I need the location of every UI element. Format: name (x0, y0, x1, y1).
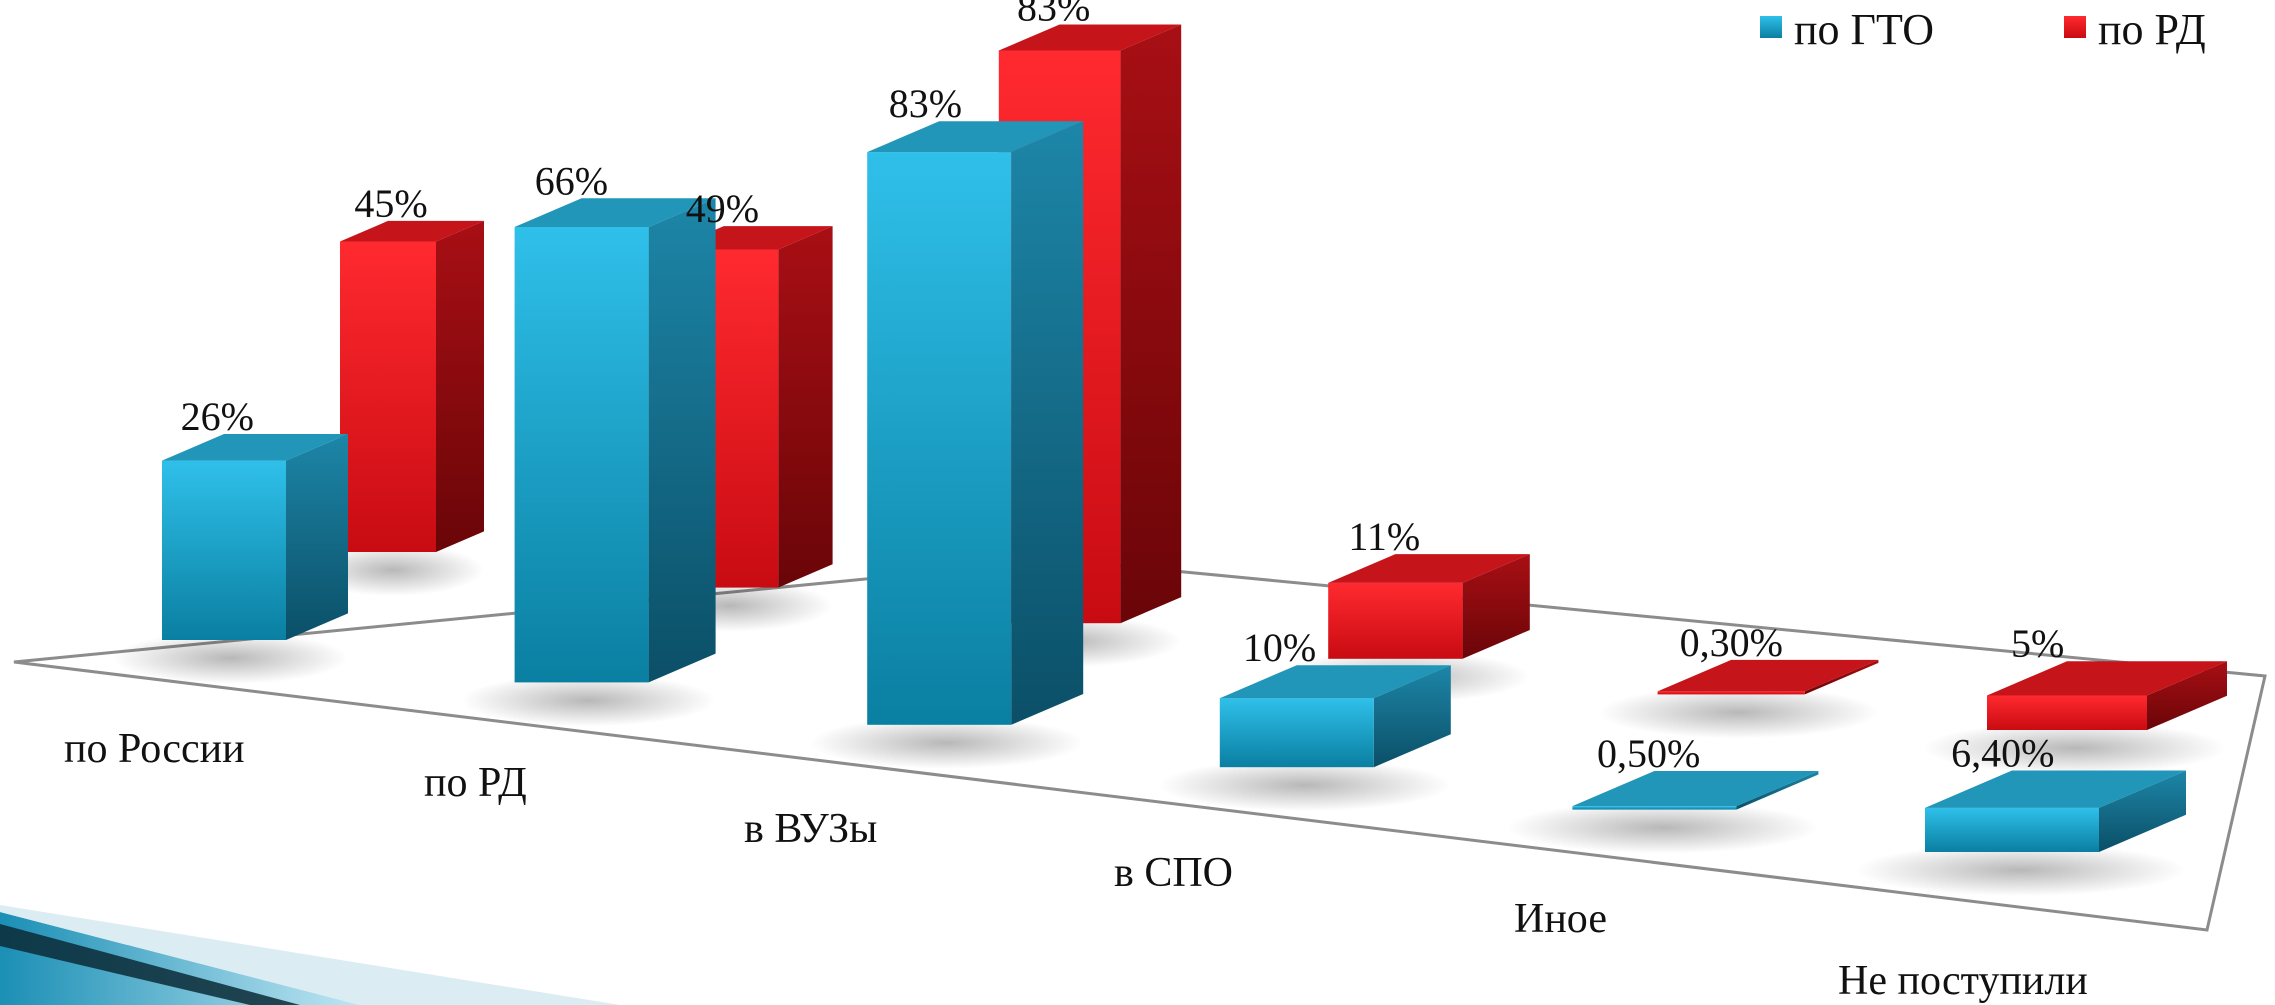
bar-side-gto-0 (286, 434, 348, 640)
slide-decoration (0, 905, 620, 1005)
bar-side-gto-3 (1373, 665, 1451, 768)
bar-front-gto-3 (1219, 698, 1374, 768)
bar-side-gto-1 (648, 198, 716, 683)
bar-shadow-gto-2 (809, 716, 1084, 769)
bar-top-rd-0 (340, 220, 484, 242)
legend-item-rd[interactable]: по РД (2064, 5, 2206, 54)
bar-top-gto-2 (867, 121, 1084, 153)
bar-side-rd-2 (1120, 24, 1182, 624)
bar-top-gto-4 (1572, 771, 1819, 807)
data-label-gto-2: 83% (889, 81, 962, 126)
bar-front-gto-5 (1925, 807, 2099, 852)
bar-rd-0[interactable] (340, 220, 484, 552)
category-label-0: по России (64, 726, 245, 772)
data-label-rd-1: 49% (686, 186, 759, 231)
data-label-rd-0: 45% (354, 181, 427, 226)
bar-top-gto-0 (162, 434, 348, 461)
legend-item-gto[interactable]: по ГТО (1760, 5, 1934, 54)
bar-side-rd-5 (2147, 661, 2227, 730)
bar-gto-3[interactable] (1219, 665, 1451, 768)
bar-side-gto-5 (2099, 770, 2186, 852)
category-label-1: по РД (424, 760, 527, 806)
data-label-gto-0: 26% (181, 394, 254, 439)
category-labels: по России по РД в ВУЗы в СПО Иное Не поступил… (64, 726, 2088, 1004)
category-label-3: в СПО (1114, 850, 1233, 896)
bar-side-rd-0 (436, 220, 484, 552)
data-label-rd-3: 11% (1348, 514, 1420, 559)
bar-top-gto-5 (1925, 770, 2186, 808)
bar-rd-4[interactable] (1657, 659, 1879, 695)
data-label-gto-1: 66% (535, 158, 608, 203)
bar-rd-5[interactable] (1987, 661, 2227, 730)
legend-label-gto: по ГТО (1794, 5, 1934, 54)
bar-side-rd-4 (1804, 659, 1879, 695)
bar-shadow-gto-1 (461, 674, 716, 727)
data-label-gto-4: 0,50% (1597, 731, 1700, 776)
bar-front-rd-3 (1328, 582, 1463, 659)
bar-side-gto-2 (1011, 121, 1084, 725)
legend-label-rd: по РД (2098, 5, 2206, 54)
bar-top-rd-4 (1657, 659, 1879, 692)
data-label-rd-4: 0,30% (1680, 620, 1783, 665)
bar-shadow-gto-4 (1506, 801, 1819, 854)
bar-rd-3[interactable] (1328, 554, 1530, 659)
data-label-gto-5: 6,40% (1951, 731, 2054, 776)
category-label-5: Не поступили (1838, 958, 2088, 1004)
bar-top-rd-5 (1987, 661, 2227, 696)
bars (162, 24, 2227, 852)
bar-top-rd-2 (998, 24, 1182, 51)
bar-front-gto-2 (867, 152, 1012, 725)
bar-gto-1[interactable] (514, 198, 716, 683)
legend-swatch-gto (1760, 16, 1782, 38)
legend: по ГТО по РД (1760, 5, 2206, 54)
data-labels: 45% 49% 83% 11% 0,30% 5% 26% 66% 83% 10% 0,50% 6,40… (181, 0, 2065, 776)
bar-side-rd-1 (778, 226, 833, 588)
data-label-rd-5: 5% (2011, 621, 2064, 666)
bar-front-rd-5 (1987, 695, 2147, 730)
bar-top-rd-3 (1328, 554, 1530, 583)
category-label-2: в ВУЗы (744, 806, 877, 852)
bar-top-gto-3 (1219, 665, 1451, 699)
bar-gto-2[interactable] (867, 121, 1084, 725)
bar-front-rd-0 (340, 241, 436, 552)
data-label-rd-2: 83% (1017, 0, 1090, 29)
bar-front-gto-4 (1572, 806, 1737, 810)
legend-swatch-rd (2064, 16, 2086, 38)
bar-front-gto-1 (514, 227, 649, 683)
bar-side-rd-3 (1462, 554, 1530, 659)
bar-front-rd-4 (1657, 691, 1805, 695)
data-label-gto-3: 10% (1243, 625, 1316, 670)
bar-shadow-gto-0 (112, 632, 348, 684)
bar-side-gto-4 (1736, 771, 1819, 810)
bar-top-gto-1 (514, 198, 716, 227)
bar-gto-0[interactable] (162, 434, 348, 640)
bar-shadow-rd-5 (1923, 722, 2227, 774)
bar-gto-4[interactable] (1572, 771, 1819, 810)
bar-shadow-gto-5 (1855, 844, 2186, 896)
category-label-4: Иное (1514, 896, 1607, 942)
bar-shadow-rd-4 (1598, 686, 1879, 739)
bar-gto-5[interactable] (1925, 770, 2186, 852)
bar-front-gto-0 (162, 460, 286, 640)
bar-shadow-gto-3 (1158, 759, 1451, 812)
